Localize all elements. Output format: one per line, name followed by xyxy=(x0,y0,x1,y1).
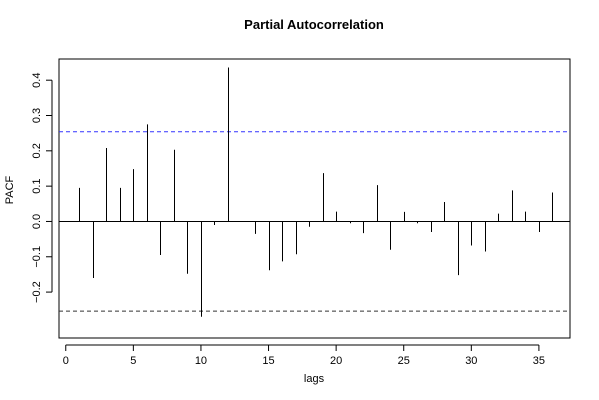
y-tick-label: 0.1 xyxy=(31,178,43,193)
y-tick-label: −0.1 xyxy=(31,246,43,268)
plot-frame xyxy=(58,58,571,339)
y-tick-label: 0.4 xyxy=(31,73,43,88)
x-tick-label: 25 xyxy=(398,355,410,367)
x-tick-label: 5 xyxy=(130,355,136,367)
y-tick-label: 0.2 xyxy=(31,143,43,158)
y-tick-label: −0.2 xyxy=(31,281,43,303)
chart-title: Partial Autocorrelation xyxy=(244,17,384,32)
x-tick-label: 20 xyxy=(330,355,342,367)
x-tick-label: 10 xyxy=(195,355,207,367)
chart-marks: 0 5 10 15 20 25 30 35 −0.2 −0.1 0.0 0.1 0.2 0.3 0.4 xyxy=(31,67,570,367)
y-tick-label: 0.3 xyxy=(31,108,43,123)
x-tick-label: 30 xyxy=(465,355,477,367)
y-axis-label: PACF xyxy=(4,175,16,204)
x-tick-label: 15 xyxy=(262,355,274,367)
x-tick-label: 35 xyxy=(533,355,545,367)
y-tick-label: 0.0 xyxy=(31,214,43,229)
x-axis-label: lags xyxy=(304,373,325,385)
x-tick-label: 0 xyxy=(63,355,69,367)
